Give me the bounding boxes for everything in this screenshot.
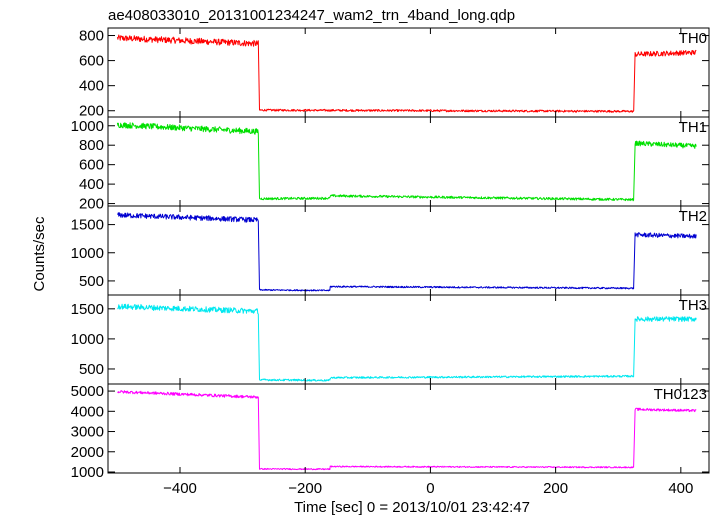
- panel-th0123: 1000 2000 3000 4000 5000 TH0123: [71, 383, 710, 481]
- series-label: TH1: [679, 119, 707, 136]
- panel-frame: [107, 116, 710, 207]
- y-tick-label: 200: [79, 196, 104, 213]
- panel-frame: [107, 205, 710, 296]
- panel-th1: 200 400 600 800 1000 TH1: [71, 116, 710, 213]
- x-tick-label: 400: [668, 480, 693, 497]
- panel-frame: [107, 383, 710, 474]
- y-tick-label: 800: [79, 137, 104, 154]
- x-tick-label: −400: [163, 480, 197, 497]
- series-label: TH2: [679, 208, 707, 225]
- y-tick-label: 500: [79, 361, 104, 378]
- x-tick-label: 200: [543, 480, 568, 497]
- y-tick-label: 1500: [71, 301, 104, 318]
- chart-title: ae408033010_20131001234247_wam2_trn_4ban…: [108, 7, 515, 24]
- series-line-th1: [116, 122, 697, 202]
- series-line-th2: [117, 212, 697, 292]
- y-tick-label: 600: [79, 157, 104, 174]
- y-axis-label: Counts/sec: [31, 216, 48, 292]
- y-tick-label: 400: [79, 78, 104, 95]
- y-tick-label: 3000: [71, 424, 104, 441]
- series-label: TH3: [679, 297, 707, 314]
- y-tick-label: 1000: [71, 118, 104, 135]
- panels: 200 400 600 800 TH0 200 400 600 800 1000 TH1 500 100…: [71, 27, 710, 497]
- series-line-th0: [116, 34, 697, 113]
- y-tick-label: 1000: [71, 331, 104, 348]
- y-tick-label: 500: [79, 273, 104, 290]
- y-tick-label: 1500: [71, 217, 104, 234]
- y-tick-label: 800: [79, 28, 104, 45]
- x-tick-label: −200: [288, 480, 322, 497]
- y-tick-label: 600: [79, 53, 104, 70]
- y-tick-label: 1000: [71, 245, 104, 262]
- y-tick-label: 5000: [71, 383, 104, 400]
- series-line-th3: [117, 303, 697, 382]
- y-tick-label: 200: [79, 103, 104, 120]
- y-tick-label: 400: [79, 176, 104, 193]
- series-label: TH0: [679, 30, 707, 47]
- panel-th2: 500 1000 1500 TH2: [71, 205, 710, 296]
- x-tick-label: 0: [426, 480, 434, 497]
- panel-th3: 500 1000 1500 TH3: [71, 294, 710, 385]
- x-axis-label: Time [sec] 0 = 2013/10/01 23:42:47: [294, 499, 530, 516]
- y-tick-label: 1000: [71, 464, 104, 481]
- series-label: TH0123: [654, 386, 707, 403]
- series-line-th0123: [117, 390, 697, 471]
- panel-th0: 200 400 600 800 TH0: [79, 27, 710, 120]
- y-tick-label: 4000: [71, 403, 104, 420]
- y-tick-label: 2000: [71, 444, 104, 461]
